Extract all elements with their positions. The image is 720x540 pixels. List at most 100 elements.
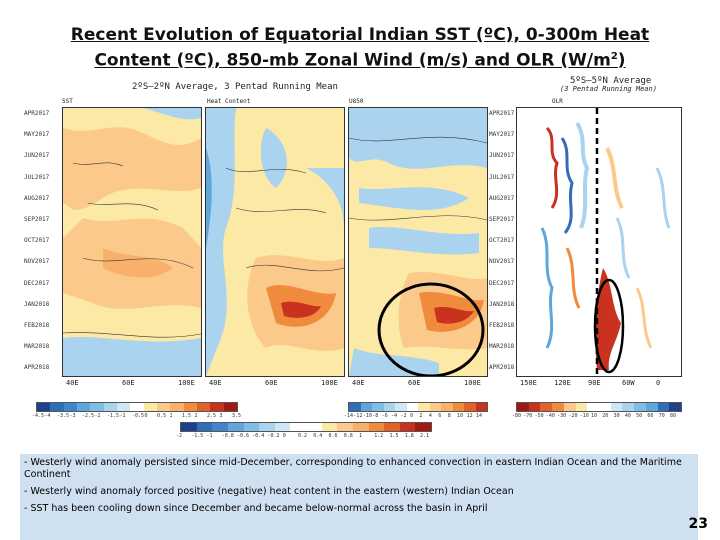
colorbar-tick-label: -2 <box>176 433 183 439</box>
colorbar-tick-label: 0.6 <box>328 433 338 439</box>
month-label-left: APR2018 <box>24 364 50 372</box>
x-tick-label: 60W <box>622 379 635 387</box>
colorbar-tick-label: 4 <box>428 413 432 419</box>
colorbar-tick-label: 6 <box>438 413 442 419</box>
month-label-left: DEC2017 <box>24 279 50 287</box>
month-label-left: FEB2018 <box>24 322 50 329</box>
colorbar-tick-label: 12 <box>466 413 473 419</box>
colorbar-heat-content <box>180 422 432 432</box>
month-label-right: APR2017 <box>489 110 515 117</box>
u850-highlight <box>377 282 485 376</box>
colorbar-tick-label: 2 <box>194 413 198 419</box>
x-tick-label: 60E <box>265 379 278 387</box>
colorbar-tick-label: -80 <box>512 413 522 419</box>
month-label-left: AUG2017 <box>24 194 50 202</box>
month-label-right: JUL2017 <box>489 173 515 181</box>
colorbar-tick-label: 40 <box>624 413 631 419</box>
month-label-left: MAR2018 <box>24 343 50 351</box>
colorbar-tick-label: 0.2 <box>298 433 308 439</box>
colorbar-tick-label: -4 <box>391 413 398 419</box>
panel-title-heat-content: Heat Content <box>207 98 251 105</box>
page-number: 23 <box>688 516 708 532</box>
colorbar-tick-label: -30 <box>557 413 567 419</box>
month-label-right: MAR2018 <box>489 343 515 351</box>
hovmoller-figure: 2ºS–2ºN Average, 3 Pentad Running Mean 5… <box>22 74 697 442</box>
colorbar-tick-label: -10 <box>579 413 589 419</box>
colorbar-tick-label: -0.4 <box>252 433 265 439</box>
month-label-left: SEP2017 <box>24 216 50 223</box>
heat-content-contour-map <box>206 108 344 376</box>
colorbar-tick-label: 80 <box>670 413 677 419</box>
sst-contour-map <box>63 108 201 376</box>
x-tick-label: 100E <box>321 379 338 387</box>
colorbar-tick-label: 10 <box>591 413 598 419</box>
note-1: - Westerly wind anomaly persisted since … <box>24 457 682 480</box>
colorbar-tick-label: -3.5 <box>57 413 70 419</box>
colorbar-tick-label: 3.5 <box>232 413 242 419</box>
colorbar-sst <box>36 402 238 412</box>
colorbar-tick-label: 1.8 <box>404 433 414 439</box>
title-superscript: 2 <box>610 51 618 62</box>
colorbar-tick-label: -2.5 <box>82 413 95 419</box>
x-tick-label: 40E <box>352 379 365 387</box>
colorbar-tick-label: 30 <box>613 413 620 419</box>
colorbar-tick-label: 0 <box>144 413 148 419</box>
colorbar-tick-label: -2 <box>94 413 101 419</box>
colorbar-tick-label: -1.5 <box>107 413 120 419</box>
colorbar-tick-label: -70 <box>523 413 533 419</box>
colorbar-tick-label: 50 <box>636 413 643 419</box>
month-label-right: NOV2017 <box>489 258 515 266</box>
month-label-left: JUL2017 <box>24 173 50 181</box>
month-label-right: JAN2018 <box>489 300 515 308</box>
month-label-right: SEP2017 <box>489 216 515 223</box>
notes-box: - Westerly wind anomaly persisted since … <box>20 454 698 540</box>
right-figure-header-line2: (3 Pentad Running Mean) <box>560 85 657 93</box>
x-tick-label: 120E <box>554 379 571 387</box>
colorbar-tick-label: -4 <box>44 413 51 419</box>
month-label-left: JAN2018 <box>24 300 50 308</box>
panel-title-u850: U850 <box>349 98 364 105</box>
sst-panel <box>62 107 202 377</box>
slide-title: Recent Evolution of Equatorial Indian SS… <box>0 24 720 72</box>
colorbar-tick-label: 0 <box>282 433 286 439</box>
colorbar-tick-label: -1 <box>119 413 126 419</box>
x-tick-label: 40E <box>209 379 222 387</box>
colorbar-tick-label: -2 <box>400 413 407 419</box>
month-label-left: APR2017 <box>24 110 50 117</box>
colorbar-tick-label: -50 <box>534 413 544 419</box>
colorbar-tick-label: 1 <box>169 413 173 419</box>
colorbar-tick-label: 20 <box>602 413 609 419</box>
note-3: - SST has been cooling down since Decemb… <box>24 503 488 514</box>
colorbar-tick-label: -40 <box>545 413 555 419</box>
month-label-right: APR2018 <box>489 364 515 372</box>
left-figure-header: 2ºS–2ºN Average, 3 Pentad Running Mean <box>132 82 338 92</box>
month-label-right: MAY2017 <box>489 131 515 139</box>
colorbar-tick-label: -0.8 <box>221 433 234 439</box>
colorbar-u850 <box>348 402 488 412</box>
colorbar-tick-label: -6 <box>381 413 388 419</box>
u850-panel <box>348 107 488 377</box>
colorbar-tick-label: 2.5 <box>207 413 217 419</box>
month-label-right: JUN2017 <box>489 152 515 160</box>
colorbar-tick-label: -8 <box>372 413 379 419</box>
colorbar-tick-label: 0.4 <box>313 433 323 439</box>
colorbar-tick-label: 70 <box>658 413 665 419</box>
title-line-2: Content (ºC), 850-mb Zonal Wind (m/s) an… <box>0 46 720 72</box>
month-label-left: MAY2017 <box>24 131 50 139</box>
colorbar-tick-label: 10 <box>457 413 464 419</box>
month-label-right: AUG2017 <box>489 194 515 202</box>
colorbar-tick-label: 60 <box>647 413 654 419</box>
title-line-1: Recent Evolution of Equatorial Indian SS… <box>70 25 650 45</box>
colorbar-tick-label: 1.5 <box>389 433 399 439</box>
x-tick-label: 60E <box>122 379 135 387</box>
colorbar-tick-label: 1 <box>359 433 363 439</box>
panel-title-olr: OLR <box>552 98 563 105</box>
colorbar-tick-label: 0.5 <box>157 413 167 419</box>
x-tick-label: 90E <box>588 379 601 387</box>
x-tick-label: 100E <box>464 379 481 387</box>
colorbar-tick-label: -4.5 <box>32 413 45 419</box>
x-tick-label: 150E <box>520 379 537 387</box>
month-label-left: NOV2017 <box>24 258 50 266</box>
colorbar-tick-label: 14 <box>476 413 483 419</box>
month-label-left: OCT2017 <box>24 237 50 245</box>
